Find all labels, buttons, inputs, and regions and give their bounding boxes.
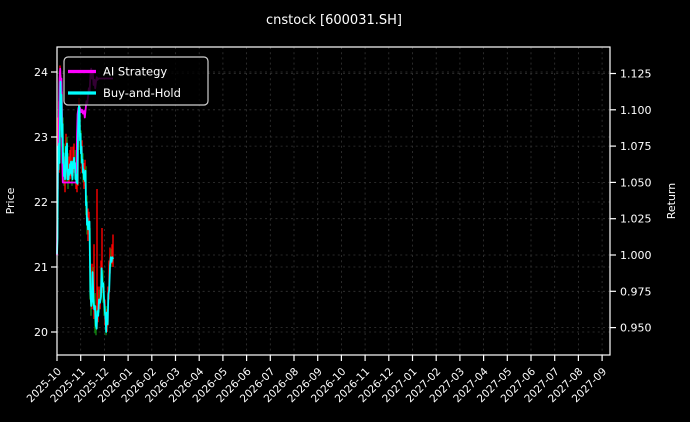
chart-title: cnstock [600031.SH] xyxy=(266,13,402,28)
price-tick-label: 20 xyxy=(34,326,48,339)
return-tick-label: 1.075 xyxy=(620,140,652,153)
return-tick-label: 1.100 xyxy=(620,104,652,117)
return-tick-label: 1.050 xyxy=(620,176,652,189)
price-tick-label: 23 xyxy=(34,131,48,144)
price-tick-label: 21 xyxy=(34,261,48,274)
return-tick-label: 1.125 xyxy=(620,68,652,81)
return-tick-label: 0.950 xyxy=(620,322,652,335)
return-tick-label: 1.000 xyxy=(620,249,652,262)
y-axis-label-price: Price xyxy=(4,187,17,214)
return-tick-label: 1.025 xyxy=(620,213,652,226)
plot-border xyxy=(56,46,611,356)
price-tick-label: 22 xyxy=(34,196,48,209)
y-axis-label-return: Return xyxy=(665,183,678,220)
price-tick-label: 24 xyxy=(34,66,48,79)
return-tick-label: 0.975 xyxy=(620,285,652,298)
legend-label-ai-strategy: AI Strategy xyxy=(103,65,167,79)
series-line-buy-and-hold xyxy=(56,80,114,333)
legend-label-buy-and-hold: Buy-and-Hold xyxy=(103,86,181,100)
legend-box xyxy=(63,56,209,106)
legend: AI Strategy Buy-and-Hold xyxy=(63,56,209,106)
